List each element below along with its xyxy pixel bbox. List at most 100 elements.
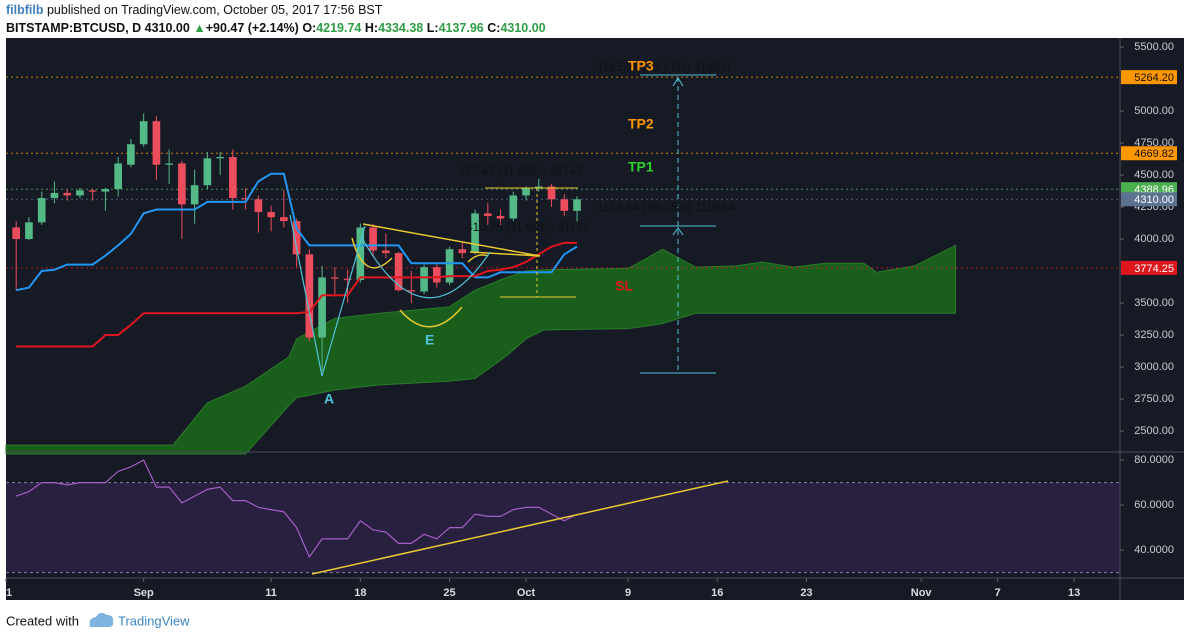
candle-body [139,121,148,145]
candle-body [50,192,59,199]
measure-text: 1156.54 (39.76%) 115654 [597,200,734,214]
candle-body [560,199,569,211]
a-label: A [324,391,334,407]
x-tick-label: 9 [625,587,631,599]
measure-text: 437.42 (11.08%) 43742 [458,164,583,178]
candle-body [37,198,46,223]
candle-body [114,163,122,190]
x-tick-label: 25 [443,587,455,599]
price-label: 4310.00 [1134,194,1174,206]
indicator-line [16,241,578,348]
candle-body [25,222,33,239]
c-label: C: [487,21,500,35]
curve [467,254,489,263]
author[interactable]: filbfilb [6,3,44,17]
curve [351,237,393,269]
y-tick-label: 4000.00 [1134,233,1174,245]
candle-body [254,199,263,213]
candle-body [241,198,250,200]
candle-body [305,254,314,338]
candle-body [445,249,454,283]
rsi-line [15,459,578,559]
triangle-top [362,223,541,257]
candle-body [394,253,403,291]
price-label: 3774.25 [1134,263,1174,275]
candle-body [369,227,377,251]
symbol: BITSTAMP:BTCUSD, D 4310.00 [6,21,190,35]
candle-body [318,277,326,338]
x-tick-label: 16 [711,587,723,599]
publish-line: filbfilb published on TradingView.com, O… [6,3,383,17]
candle-body [407,290,416,292]
x-tick-label: 1 [6,587,12,599]
candle-body [280,217,288,222]
candle-body [203,158,212,186]
y-tick-label: 5500.00 [1134,41,1174,53]
candle-body [267,212,275,218]
price-label-bg [1121,146,1177,161]
candle-body [152,121,161,165]
candle-body [547,186,556,200]
candle-body [216,157,224,159]
candle-body [471,213,479,254]
curve [399,306,463,328]
brand-logo[interactable] [89,612,114,627]
y-tick-label: 3000.00 [1134,361,1174,373]
price-label-bg [1121,70,1177,85]
change: +90.47 (+2.14%) [206,21,299,35]
brand-name[interactable]: TradingView [118,613,190,628]
triangle-bottom [469,251,541,257]
c-value: 4310.00 [500,21,545,35]
x-tick-label: 13 [1068,587,1080,599]
candle-body [292,221,301,255]
drawings: 1165.11 (28.41%) 116511 1156.54 (39.76%)… [289,58,734,575]
candle-body [165,163,173,165]
tp1-label: TP1 [628,159,654,175]
x-tick-label: Sep [134,587,154,599]
candle-body [190,185,199,205]
indicator-line [15,172,578,292]
e-label: E [425,332,434,348]
candle-body [76,190,84,196]
price-label: 5264.20 [1134,72,1174,84]
a-pattern [289,214,366,377]
o-label: O: [302,21,316,35]
y-tick-label: 3250.00 [1134,329,1174,341]
x-tick-label: 7 [995,587,1001,599]
measure-text: 1165.11 (28.41%) 116511 [597,60,733,74]
candle-body [127,144,135,165]
tp3-label: TP3 [628,58,654,74]
arrow: ▲ [193,21,205,35]
published: published on TradingView.com, October 05… [44,3,383,17]
x-tick-label: Nov [911,587,933,599]
candle-body [458,249,467,254]
x-tick-label: 11 [265,587,277,599]
candle-body [356,227,365,280]
x-tick-label: 23 [800,587,812,599]
candle-body [522,187,530,196]
candle-body [382,250,390,254]
price-label-bg [1121,192,1177,207]
y-tick-label: 3500.00 [1134,297,1174,309]
rsi-pane: 40.0000 60.0000 80.0000 1 Sep 11 18 25 Oct 9 16 23 N… [5,454,1174,599]
h-value: 4334.38 [378,21,423,35]
arrow-head [672,227,684,236]
o-value: 4219.74 [316,21,361,35]
candle-body [509,195,518,219]
candle-body [12,227,21,239]
candle-body [229,157,237,199]
candle-body [534,186,543,188]
y-tick-label: 4750.00 [1134,137,1174,149]
l-label: L: [427,21,439,35]
tp2-label: TP2 [628,116,654,132]
price-label-bg [1121,260,1177,275]
y-tick-label: 40.0000 [1134,544,1174,556]
arrow-head [672,77,684,87]
y-tick-label: 2500.00 [1134,425,1174,437]
candle-body [101,189,110,192]
rsi-trendline [311,480,729,575]
candle-body [432,267,441,283]
candle-body [483,213,492,216]
